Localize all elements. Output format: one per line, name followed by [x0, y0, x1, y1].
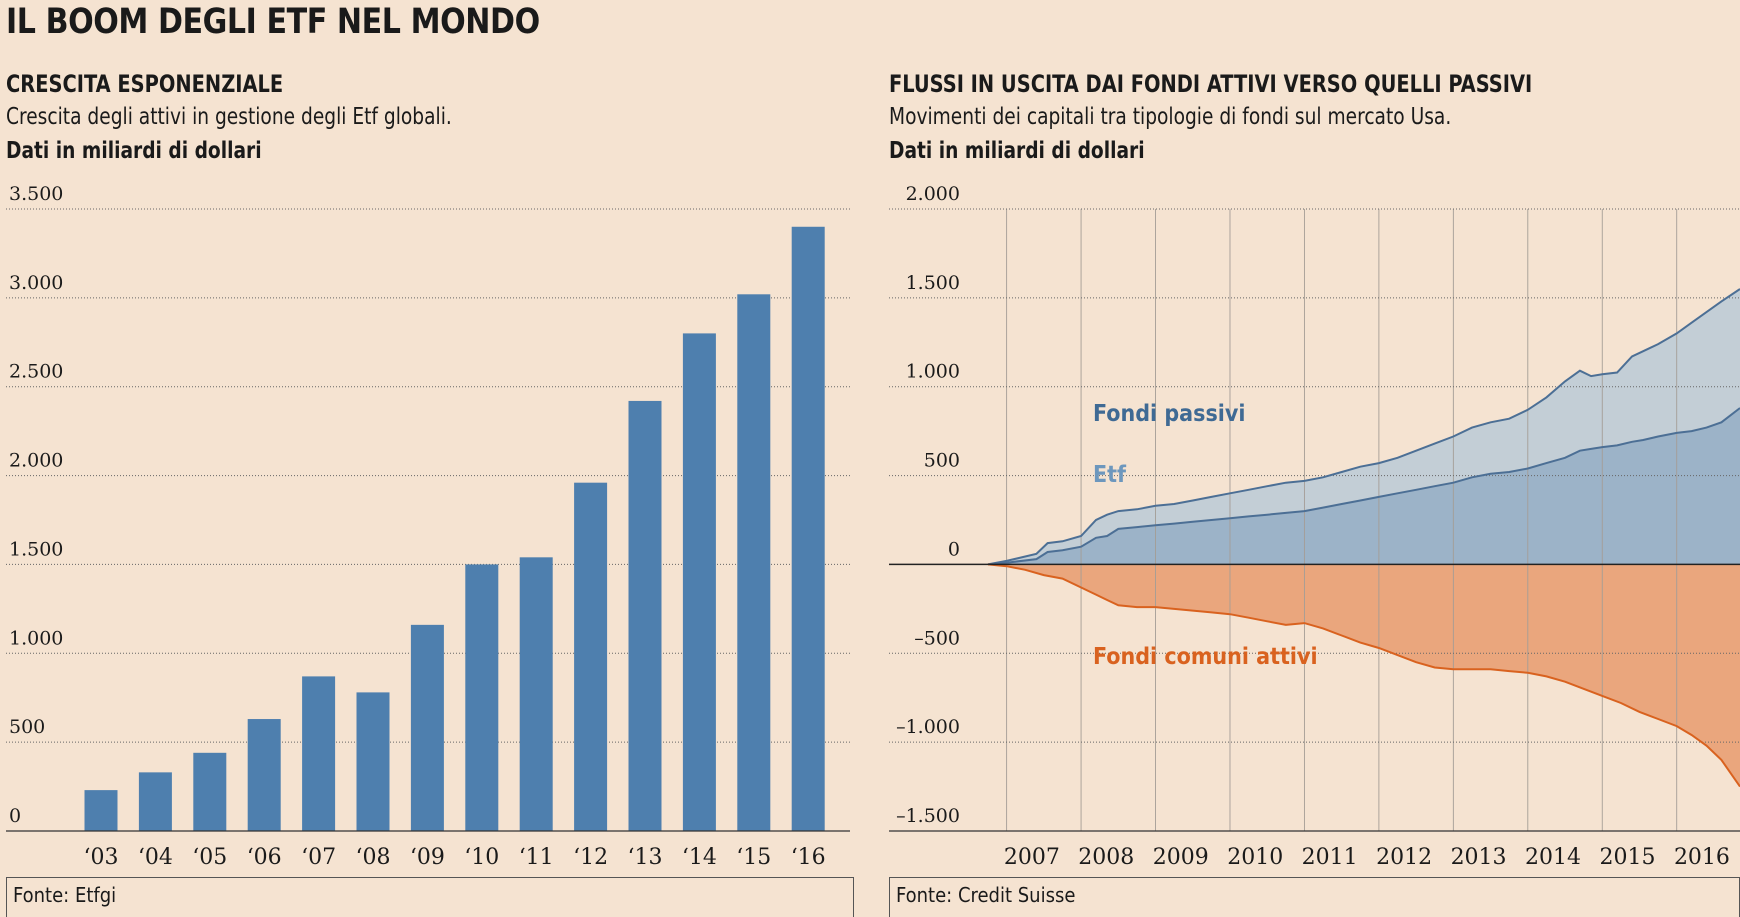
- y-tick-label: 2.000: [9, 450, 63, 472]
- x-tick-label: ‘10: [464, 845, 499, 870]
- bar: [84, 790, 118, 831]
- x-tick-label: ‘13: [628, 845, 663, 870]
- active-area: [988, 564, 1740, 787]
- left-chart-units: Dati in miliardi di dollari: [6, 138, 262, 164]
- x-tick-label: 2014: [1525, 845, 1581, 870]
- bar: [247, 719, 281, 831]
- x-tick-label: ‘04: [138, 845, 173, 870]
- bar: [737, 294, 771, 831]
- y-tick-label: 0: [9, 805, 21, 827]
- y-tick-label: 3.000: [9, 272, 63, 294]
- series-label-passivi: Fondi passivi: [1093, 401, 1245, 427]
- bar: [410, 624, 444, 831]
- bar: [682, 333, 716, 831]
- area-chart: –1.500 –1.000 –500 0 500 1.000 1.500 2.000 2007 2…: [889, 183, 1740, 870]
- x-tick-label: 2013: [1451, 845, 1507, 870]
- bar: [302, 676, 336, 831]
- left-chart-subtitle: CRESCITA ESPONENZIALE: [6, 70, 284, 98]
- x-tick-label: ‘15: [736, 845, 771, 870]
- series-label-attivi: Fondi comuni attivi: [1093, 644, 1318, 670]
- bar: [574, 482, 608, 831]
- y-tick-label: 1.500: [906, 272, 960, 294]
- active-line: [987, 563, 1740, 788]
- x-tick-label: ‘06: [247, 845, 282, 870]
- series-label-etf: Etf: [1093, 462, 1126, 488]
- x-tick-label: ‘05: [192, 845, 227, 870]
- x-tick-label: ‘11: [519, 845, 554, 870]
- passive-line: [987, 288, 1740, 566]
- y-tick-label: 500: [924, 450, 960, 472]
- bar: [791, 226, 825, 831]
- bar: [356, 692, 390, 831]
- x-tick-label: 2011: [1302, 845, 1358, 870]
- x-tick-label: ‘09: [410, 845, 445, 870]
- y-tick-label: 1.000: [9, 627, 63, 649]
- bar: [465, 564, 499, 831]
- etf-area: [988, 408, 1740, 565]
- page-title: IL BOOM DEGLI ETF NEL MONDO: [6, 2, 540, 42]
- x-tick-label: 2015: [1599, 845, 1655, 870]
- right-chart-subtitle: FLUSSI IN USCITA DAI FONDI ATTIVI VERSO …: [889, 70, 1533, 98]
- x-tick-label: ‘08: [356, 845, 391, 870]
- x-tick-label: 2012: [1376, 845, 1432, 870]
- x-tick-label: 2009: [1153, 845, 1209, 870]
- x-tick-label: 2010: [1227, 845, 1283, 870]
- y-tick-label: 2.500: [9, 361, 63, 383]
- bar-chart: 0 500 1.000 1.500 2.000 2.500 3.000 3.500 ‘03 ‘04…: [6, 183, 850, 870]
- right-chart-description: Movimenti dei capitali tra tipologie di …: [889, 104, 1452, 130]
- right-source: Fonte: Credit Suisse: [889, 877, 1740, 917]
- bar: [519, 557, 553, 831]
- left-source: Fonte: Etfgi: [6, 877, 854, 917]
- x-tick-label: ‘16: [791, 845, 826, 870]
- etf-line: [987, 407, 1740, 566]
- y-tick-label: 1.500: [9, 538, 63, 560]
- right-chart-units: Dati in miliardi di dollari: [889, 138, 1145, 164]
- x-tick-label: 2016: [1674, 845, 1730, 870]
- bar: [193, 752, 227, 831]
- x-tick-label: ‘14: [682, 845, 717, 870]
- y-tick-label: –1.000: [896, 716, 960, 738]
- bar: [628, 400, 662, 831]
- x-tick-label: ‘03: [84, 845, 119, 870]
- x-tick-label: ‘07: [301, 845, 336, 870]
- bar: [138, 772, 172, 831]
- left-chart-description: Crescita degli attivi in gestione degli …: [6, 104, 452, 130]
- y-tick-label: 0: [948, 538, 960, 560]
- y-tick-label: 500: [9, 716, 45, 738]
- x-tick-label: 2008: [1078, 845, 1134, 870]
- x-tick-label: ‘12: [573, 845, 608, 870]
- y-tick-label: –1.500: [896, 805, 960, 827]
- y-tick-label: 2.000: [906, 183, 960, 205]
- y-tick-label: 1.000: [906, 361, 960, 383]
- x-tick-label: 2007: [1004, 845, 1060, 870]
- y-tick-label: 3.500: [9, 183, 63, 205]
- y-tick-label: –500: [914, 627, 960, 649]
